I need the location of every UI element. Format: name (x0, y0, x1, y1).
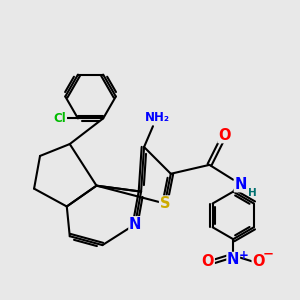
Text: O: O (218, 128, 231, 142)
Text: S: S (160, 196, 170, 211)
Text: Cl: Cl (54, 112, 67, 125)
Text: −: − (262, 248, 274, 260)
Text: N: N (235, 177, 247, 192)
Text: NH₂: NH₂ (145, 111, 170, 124)
Text: N: N (227, 253, 239, 268)
Text: +: + (239, 249, 249, 262)
Text: N: N (129, 217, 141, 232)
Text: O: O (202, 254, 214, 269)
Text: O: O (252, 254, 265, 269)
Text: H: H (248, 188, 257, 198)
